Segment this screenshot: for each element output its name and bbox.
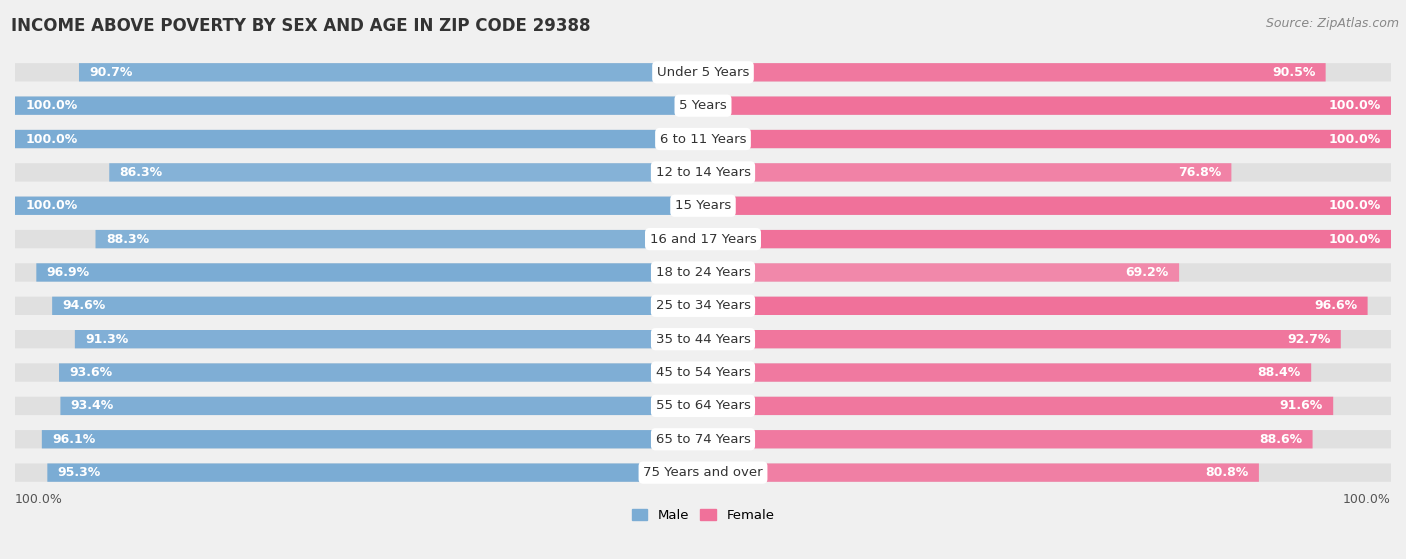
- Text: 100.0%: 100.0%: [1329, 199, 1381, 212]
- FancyBboxPatch shape: [79, 63, 703, 82]
- FancyBboxPatch shape: [59, 363, 703, 382]
- Text: 96.1%: 96.1%: [52, 433, 96, 446]
- Text: 100.0%: 100.0%: [25, 99, 77, 112]
- FancyBboxPatch shape: [15, 430, 1391, 448]
- FancyBboxPatch shape: [15, 230, 1391, 248]
- FancyBboxPatch shape: [42, 430, 703, 448]
- Text: 90.5%: 90.5%: [1272, 66, 1316, 79]
- Text: 12 to 14 Years: 12 to 14 Years: [655, 166, 751, 179]
- FancyBboxPatch shape: [15, 130, 703, 148]
- Text: 69.2%: 69.2%: [1126, 266, 1168, 279]
- FancyBboxPatch shape: [37, 263, 703, 282]
- FancyBboxPatch shape: [703, 297, 1368, 315]
- Text: 93.4%: 93.4%: [70, 399, 114, 413]
- Text: 75 Years and over: 75 Years and over: [643, 466, 763, 479]
- Text: 100.0%: 100.0%: [15, 493, 63, 506]
- Text: 90.7%: 90.7%: [90, 66, 132, 79]
- FancyBboxPatch shape: [15, 463, 1391, 482]
- FancyBboxPatch shape: [15, 97, 703, 115]
- FancyBboxPatch shape: [48, 463, 703, 482]
- Text: 35 to 44 Years: 35 to 44 Years: [655, 333, 751, 345]
- FancyBboxPatch shape: [52, 297, 703, 315]
- FancyBboxPatch shape: [703, 463, 1258, 482]
- Text: 6 to 11 Years: 6 to 11 Years: [659, 132, 747, 145]
- Text: 91.6%: 91.6%: [1279, 399, 1323, 413]
- Text: 100.0%: 100.0%: [1329, 132, 1381, 145]
- FancyBboxPatch shape: [703, 363, 1312, 382]
- Text: 100.0%: 100.0%: [1329, 99, 1381, 112]
- FancyBboxPatch shape: [703, 330, 1341, 348]
- Legend: Male, Female: Male, Female: [631, 509, 775, 522]
- FancyBboxPatch shape: [703, 97, 1391, 115]
- FancyBboxPatch shape: [703, 63, 1326, 82]
- FancyBboxPatch shape: [15, 397, 1391, 415]
- Text: Source: ZipAtlas.com: Source: ZipAtlas.com: [1265, 17, 1399, 30]
- FancyBboxPatch shape: [703, 263, 1180, 282]
- FancyBboxPatch shape: [703, 197, 1391, 215]
- FancyBboxPatch shape: [703, 230, 1391, 248]
- FancyBboxPatch shape: [703, 163, 1232, 182]
- Text: 100.0%: 100.0%: [25, 132, 77, 145]
- FancyBboxPatch shape: [75, 330, 703, 348]
- Text: 88.6%: 88.6%: [1260, 433, 1302, 446]
- Text: 18 to 24 Years: 18 to 24 Years: [655, 266, 751, 279]
- Text: 80.8%: 80.8%: [1205, 466, 1249, 479]
- FancyBboxPatch shape: [15, 163, 1391, 182]
- FancyBboxPatch shape: [703, 430, 1313, 448]
- FancyBboxPatch shape: [15, 263, 1391, 282]
- Text: 45 to 54 Years: 45 to 54 Years: [655, 366, 751, 379]
- FancyBboxPatch shape: [15, 330, 1391, 348]
- Text: 88.4%: 88.4%: [1257, 366, 1301, 379]
- Text: 94.6%: 94.6%: [62, 299, 105, 312]
- Text: 100.0%: 100.0%: [1329, 233, 1381, 245]
- Text: Under 5 Years: Under 5 Years: [657, 66, 749, 79]
- Text: 76.8%: 76.8%: [1178, 166, 1220, 179]
- FancyBboxPatch shape: [60, 397, 703, 415]
- FancyBboxPatch shape: [110, 163, 703, 182]
- Text: 100.0%: 100.0%: [25, 199, 77, 212]
- Text: 93.6%: 93.6%: [69, 366, 112, 379]
- Text: 15 Years: 15 Years: [675, 199, 731, 212]
- Text: 92.7%: 92.7%: [1286, 333, 1330, 345]
- Text: 5 Years: 5 Years: [679, 99, 727, 112]
- FancyBboxPatch shape: [96, 230, 703, 248]
- FancyBboxPatch shape: [703, 130, 1391, 148]
- Text: 86.3%: 86.3%: [120, 166, 163, 179]
- FancyBboxPatch shape: [15, 97, 1391, 115]
- Text: 25 to 34 Years: 25 to 34 Years: [655, 299, 751, 312]
- Text: 100.0%: 100.0%: [1343, 493, 1391, 506]
- Text: 96.6%: 96.6%: [1315, 299, 1357, 312]
- Text: 91.3%: 91.3%: [86, 333, 128, 345]
- Text: INCOME ABOVE POVERTY BY SEX AND AGE IN ZIP CODE 29388: INCOME ABOVE POVERTY BY SEX AND AGE IN Z…: [11, 17, 591, 35]
- FancyBboxPatch shape: [15, 130, 1391, 148]
- Text: 96.9%: 96.9%: [46, 266, 90, 279]
- FancyBboxPatch shape: [15, 63, 1391, 82]
- Text: 55 to 64 Years: 55 to 64 Years: [655, 399, 751, 413]
- Text: 88.3%: 88.3%: [105, 233, 149, 245]
- FancyBboxPatch shape: [15, 363, 1391, 382]
- FancyBboxPatch shape: [703, 397, 1333, 415]
- FancyBboxPatch shape: [15, 297, 1391, 315]
- Text: 16 and 17 Years: 16 and 17 Years: [650, 233, 756, 245]
- FancyBboxPatch shape: [15, 197, 1391, 215]
- FancyBboxPatch shape: [15, 197, 703, 215]
- Text: 95.3%: 95.3%: [58, 466, 101, 479]
- Text: 65 to 74 Years: 65 to 74 Years: [655, 433, 751, 446]
